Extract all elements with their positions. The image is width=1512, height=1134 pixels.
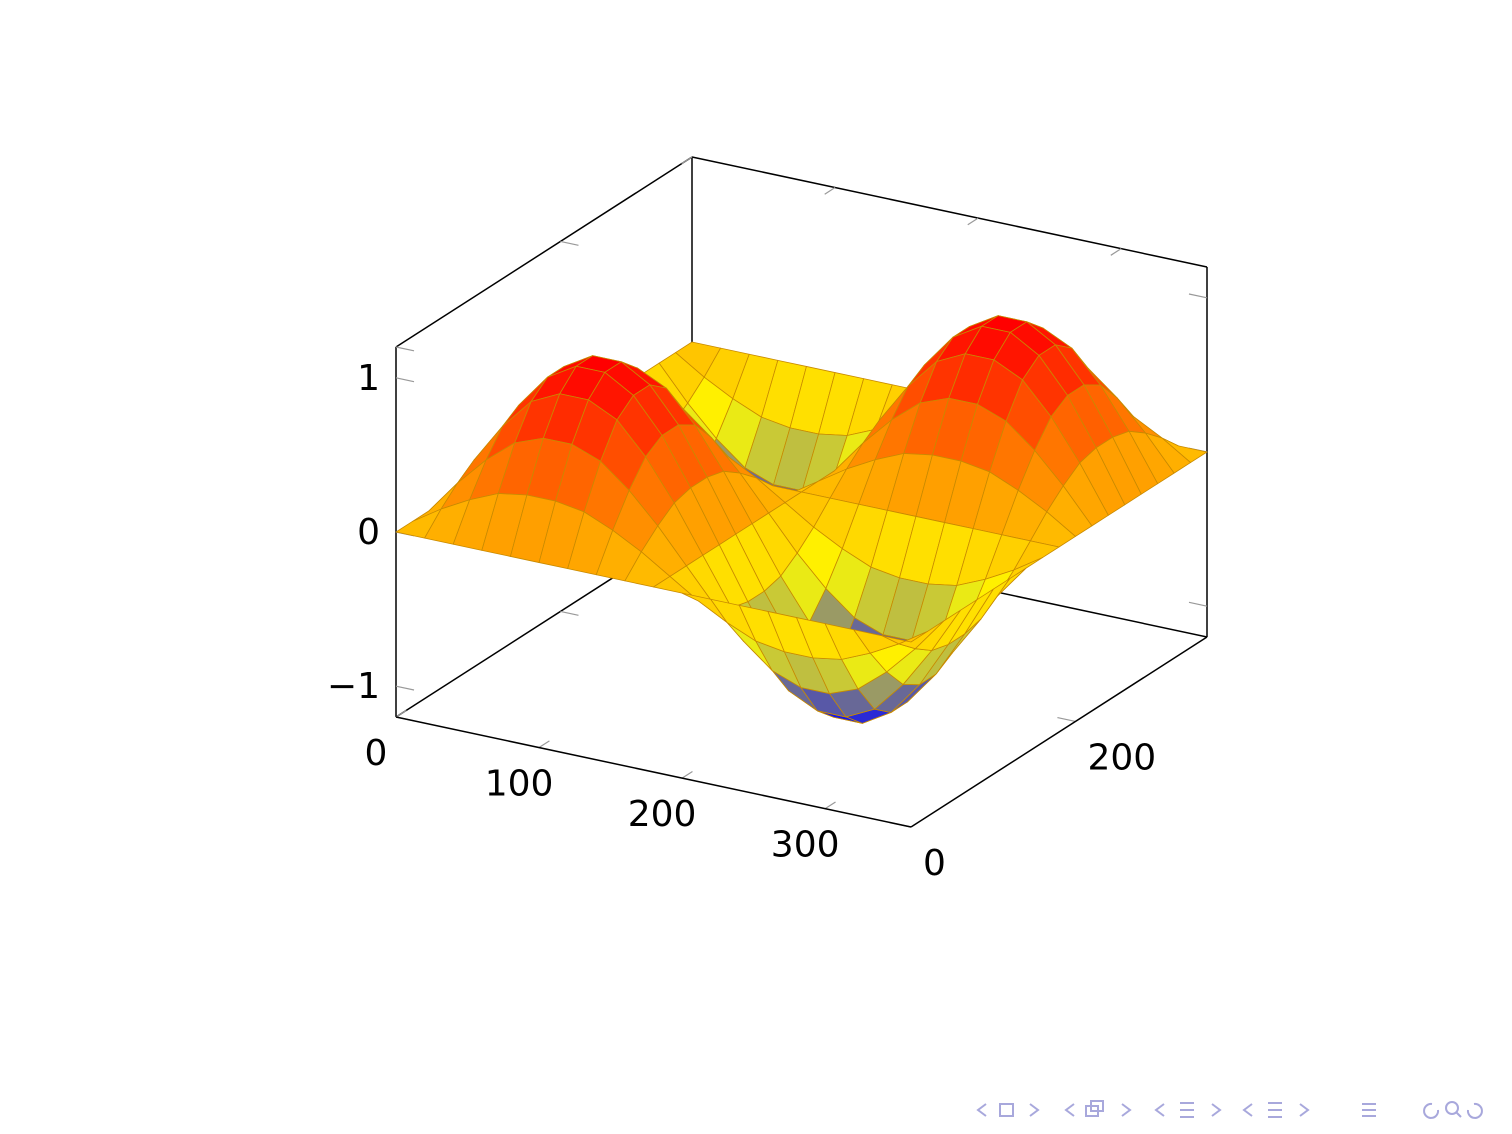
navigation-icons (976, 1100, 1483, 1119)
nav-frame (999, 1103, 1014, 1117)
x-tick (967, 217, 979, 226)
x-tick (681, 770, 693, 779)
surface (395, 315, 1208, 724)
nav-arrow (1154, 1103, 1165, 1117)
z-tick (395, 377, 415, 383)
x-tick-label: 100 (485, 764, 554, 805)
y-tick (1057, 717, 1076, 723)
y-axis-line (910, 636, 1208, 828)
nav-forward (1466, 1102, 1483, 1119)
x-tick (395, 709, 407, 718)
x-axis-line (395, 716, 912, 828)
nav-subsection (1090, 1100, 1104, 1112)
z-tick-label: 0 (357, 512, 380, 553)
y-tick-label: 0 (923, 843, 946, 884)
front-axes (395, 636, 1208, 828)
z-tick (395, 685, 415, 691)
nav-search (1455, 1111, 1462, 1118)
z-tick-label: −1 (327, 666, 380, 707)
y-tick (560, 240, 579, 246)
nav-section (1180, 1102, 1194, 1118)
x-tick (1110, 248, 1122, 256)
nav-arrow (1242, 1103, 1253, 1117)
nav-section (1268, 1102, 1282, 1118)
surface-facet (881, 631, 928, 645)
y-tick (395, 346, 415, 352)
z-tick (1188, 601, 1208, 607)
z-tick (1188, 293, 1208, 299)
nav-search (1445, 1101, 1459, 1115)
nav-align (1362, 1103, 1376, 1117)
nav-arrow (1121, 1103, 1132, 1117)
nav-arrow (1064, 1103, 1075, 1117)
x-tick-label: 0 (365, 733, 388, 774)
nav-arrow (1211, 1103, 1222, 1117)
x-tick (824, 801, 836, 810)
x-tick (824, 187, 836, 195)
x-tick (538, 740, 550, 749)
y-tick (560, 610, 579, 616)
nav-arrow (1029, 1103, 1040, 1117)
z-tick-label: 1 (357, 358, 380, 399)
box-edge (691, 156, 1208, 268)
y-tick-label: 200 (1087, 737, 1156, 778)
x-tick-label: 200 (628, 794, 697, 835)
x-tick (681, 156, 693, 165)
box-edge (395, 156, 693, 348)
nav-arrow (976, 1103, 987, 1117)
nav-back (1423, 1102, 1440, 1119)
x-tick-label: 300 (771, 825, 840, 866)
nav-arrow (1299, 1103, 1310, 1117)
